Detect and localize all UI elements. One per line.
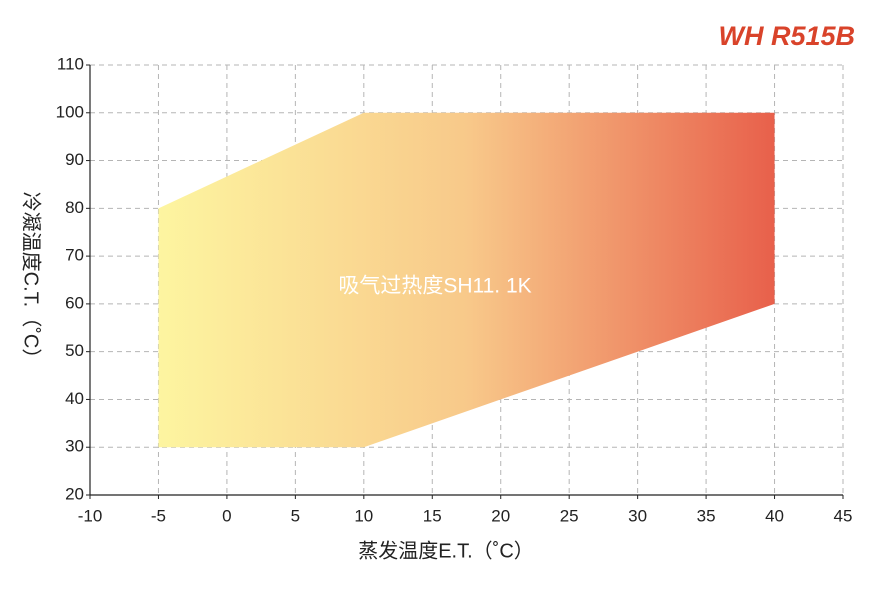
y-tick-label: 60 [65, 293, 84, 312]
y-tick-label: 80 [65, 198, 84, 217]
x-axis-label: 蒸发温度E.T.（˚C） [358, 539, 534, 562]
y-tick-label: 100 [56, 102, 84, 121]
envelope-area [158, 112, 775, 448]
x-tick-label: 45 [834, 506, 853, 525]
y-tick-label: 30 [65, 437, 84, 456]
x-tick-label: 25 [560, 506, 579, 525]
x-tick-label: 0 [222, 506, 231, 525]
x-tick-label: 15 [423, 506, 442, 525]
x-tick-label: 20 [491, 506, 510, 525]
annotation: 吸气过热度SH11. 1K [338, 275, 531, 298]
y-tick-label: 110 [57, 54, 84, 73]
x-tick-label: 10 [354, 506, 373, 525]
x-tick-label: 40 [765, 506, 784, 525]
x-tick-label: 30 [628, 506, 647, 525]
y-tick-label: 50 [65, 341, 84, 360]
x-tick-label: -5 [151, 506, 166, 525]
y-tick-label: 70 [65, 246, 84, 265]
y-axis-label: 冷凝温度C.T.（˚C） [20, 192, 43, 369]
y-tick-label: 20 [65, 484, 84, 503]
chart-title: WH R515B [718, 21, 855, 51]
x-tick-label: 5 [291, 506, 300, 525]
y-tick-label: 90 [65, 150, 84, 169]
x-tick-label: 35 [697, 506, 716, 525]
x-tick-label: -10 [78, 506, 103, 525]
y-tick-label: 40 [65, 389, 84, 408]
